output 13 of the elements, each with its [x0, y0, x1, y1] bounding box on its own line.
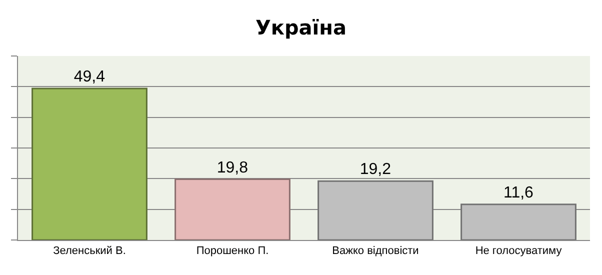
data-label: 11,6 [503, 184, 534, 202]
x-tick-label: Зеленський В. [53, 245, 126, 258]
x-tick-label: Важко відповісти [332, 245, 419, 258]
data-label: 49,4 [74, 68, 106, 86]
chart-title: Україна [256, 16, 346, 40]
x-tick-label: Порошенко П. [196, 245, 269, 258]
data-label: 19,2 [360, 161, 392, 178]
bar [32, 88, 148, 240]
bar [318, 180, 434, 240]
bar [174, 178, 290, 240]
bar [460, 204, 576, 240]
x-tick-label: Не голосуватиму [475, 245, 562, 258]
data-label: 19,8 [216, 159, 248, 176]
